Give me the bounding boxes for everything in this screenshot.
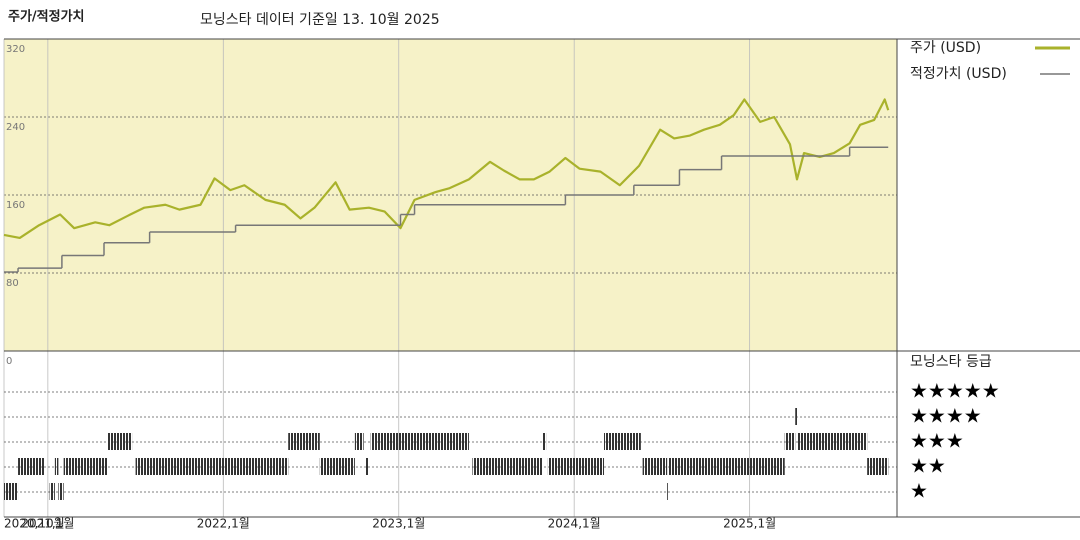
- rating-bar: [542, 433, 547, 450]
- legend-label: 적정가치 (USD): [910, 66, 1007, 82]
- rating-bar: [4, 483, 19, 500]
- rating-bar: [795, 408, 797, 425]
- y-tick-label: 320: [6, 44, 25, 55]
- rating-bar: [867, 458, 889, 475]
- rating-bar: [288, 433, 320, 450]
- rating-bar: [547, 458, 605, 475]
- rating-bar: [18, 458, 45, 475]
- rating-bar: [604, 433, 641, 450]
- rating-bar: [63, 458, 108, 475]
- legend-label: 주가 (USD): [910, 40, 981, 56]
- chart-subtitle: 모닝스타 데이터 기준일 13. 10월 2025: [200, 12, 440, 28]
- rating-bar: [135, 458, 289, 475]
- rating-legend: ★★★★: [910, 404, 982, 428]
- rating-bar: [784, 433, 796, 450]
- rating-bar: [642, 458, 668, 475]
- rating-bar: [354, 433, 364, 450]
- rating-legend: ★: [910, 479, 928, 503]
- rating-bar: [796, 433, 868, 450]
- y-tick-label: 240: [6, 122, 25, 133]
- rating-bar: [49, 483, 55, 500]
- rating-bar: [319, 458, 355, 475]
- y-tick-label: 0: [6, 356, 12, 367]
- y-tick-label: 80: [6, 278, 19, 289]
- rating-bar: [58, 483, 64, 500]
- x-tick-label: 2024,1월: [548, 517, 601, 531]
- rating-bar: [667, 483, 669, 500]
- chart-title: 주가/적정가치: [8, 9, 85, 25]
- price-line: [3, 98, 890, 239]
- x-tick-label: 2022,1월: [197, 517, 250, 531]
- rating-title: 모닝스타 등급: [910, 354, 992, 370]
- rating-bar: [107, 433, 133, 450]
- y-tick-label: 160: [6, 200, 25, 211]
- rating-bar: [370, 433, 469, 450]
- rating-bar: [54, 458, 59, 475]
- x-tick-label: 2025,1월: [723, 517, 776, 531]
- x-tick-label: 2020,10월: [4, 517, 65, 531]
- rating-legend: ★★★★★: [910, 379, 1000, 403]
- x-tick-label: 2021,1월: [21, 517, 74, 531]
- x-tick-label: 2023,1월: [372, 517, 425, 531]
- rating-legend: ★★★: [910, 429, 964, 453]
- rating-bar: [472, 458, 543, 475]
- rating-bar: [668, 458, 785, 475]
- rating-legend: ★★: [910, 454, 946, 478]
- rating-bar: [365, 458, 369, 475]
